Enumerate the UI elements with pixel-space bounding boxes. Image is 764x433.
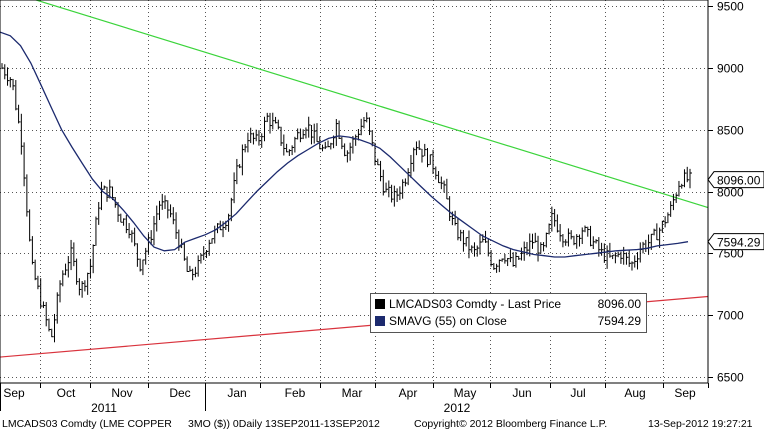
- x-tick-label: Jan: [227, 386, 246, 400]
- x-axis-labels: Sep Oct Nov Dec Jan Feb Mar Apr May Jun Jul Aug Sep 2…: [3, 386, 696, 415]
- x-tick-label: Jun: [512, 386, 531, 400]
- legend-item-price: LMCADS03 Comdty - Last Price 8096.00: [375, 296, 641, 313]
- trendline-0: [33, 0, 709, 209]
- legend-value-price: 8096.00: [597, 297, 641, 311]
- value-tag-label: 8096.00: [717, 174, 761, 188]
- y-tick-label: 8500: [717, 124, 744, 138]
- price-bars: [1, 63, 692, 343]
- legend-label-price: LMCADS03 Comdty - Last Price: [389, 297, 562, 311]
- x-tick-label: Nov: [111, 386, 132, 400]
- sma-line: [0, 31, 689, 258]
- footer-copyright: Copyright© 2012 Bloomberg Finance L.P.: [414, 418, 608, 430]
- value-tag-1: 7594.29: [707, 233, 764, 251]
- value-tag-label: 7594.29: [717, 236, 761, 250]
- value-tag-box: [707, 233, 764, 251]
- legend-value-sma: 7594.29: [597, 314, 641, 328]
- legend-item-sma: SMAVG (55) on Close 7594.29: [375, 313, 641, 330]
- value-tag-box: [707, 171, 764, 189]
- legend: LMCADS03 Comdty - Last Price 8096.00 SMA…: [370, 293, 647, 333]
- year-label: 2011: [91, 401, 117, 415]
- legend-swatch-sma: [375, 316, 385, 326]
- x-tick-label: Mar: [342, 386, 363, 400]
- x-tick-label: Aug: [624, 386, 645, 400]
- x-tick-label: Feb: [285, 386, 306, 400]
- footer: LMCADS03 Comdty (LME COPPER 3MO ($)) 0Da…: [0, 415, 764, 433]
- x-tick-label: Apr: [399, 386, 418, 400]
- legend-swatch-price: [375, 299, 385, 309]
- value-tag-0: 8096.00: [707, 171, 764, 189]
- x-tick-label: Dec: [169, 386, 190, 400]
- year-label: 2012: [444, 401, 471, 415]
- legend-label-sma: SMAVG (55) on Close: [389, 314, 507, 328]
- plot-frame: [0, 0, 709, 384]
- x-tick-label: Jul: [570, 386, 585, 400]
- y-tick-label: 8000: [717, 186, 744, 200]
- x-tick-label: Oct: [57, 386, 76, 400]
- sma-polyline: [0, 31, 689, 258]
- x-tick-label: May: [454, 386, 477, 400]
- y-tick-label: 7000: [717, 309, 744, 323]
- x-tick-label: Sep: [3, 386, 25, 400]
- x-tick-label: Sep: [674, 386, 696, 400]
- y-tick-label: 6500: [717, 371, 744, 385]
- y-tick-label: 9500: [717, 0, 744, 14]
- footer-ticker: LMCADS03 Comdty (LME COPPER: [2, 418, 172, 430]
- footer-period: 3MO ($)) 0Daily 13SEP2011-13SEP2012: [188, 418, 380, 430]
- axes: [0, 0, 713, 411]
- y-tick-label: 9000: [717, 62, 744, 76]
- value-tags: 8096.00 7594.29: [707, 171, 764, 251]
- footer-timestamp: 13-Sep-2012 19:27:21: [648, 418, 753, 430]
